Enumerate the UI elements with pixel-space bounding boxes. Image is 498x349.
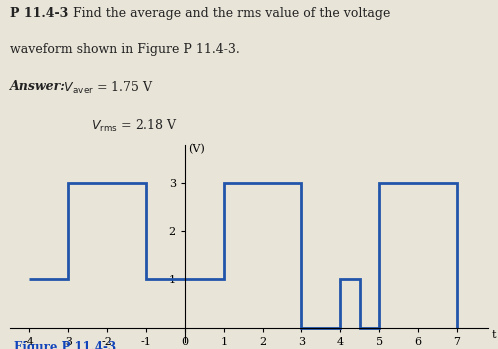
Text: P 11.4-3: P 11.4-3 [10, 7, 68, 20]
Text: Answer:: Answer: [10, 80, 66, 92]
Text: Figure P 11.4-3: Figure P 11.4-3 [14, 341, 116, 349]
Text: $V_{\rm aver}$ = 1.75 V: $V_{\rm aver}$ = 1.75 V [60, 80, 154, 96]
Text: (V): (V) [188, 144, 205, 154]
Text: waveform shown in Figure P 11.4-3.: waveform shown in Figure P 11.4-3. [10, 43, 240, 56]
Text: $V_{\rm rms}$ = 2.18 V: $V_{\rm rms}$ = 2.18 V [91, 118, 178, 134]
Text: t (s): t (s) [492, 330, 498, 340]
Text: Find the average and the rms value of the voltage: Find the average and the rms value of th… [65, 7, 390, 20]
